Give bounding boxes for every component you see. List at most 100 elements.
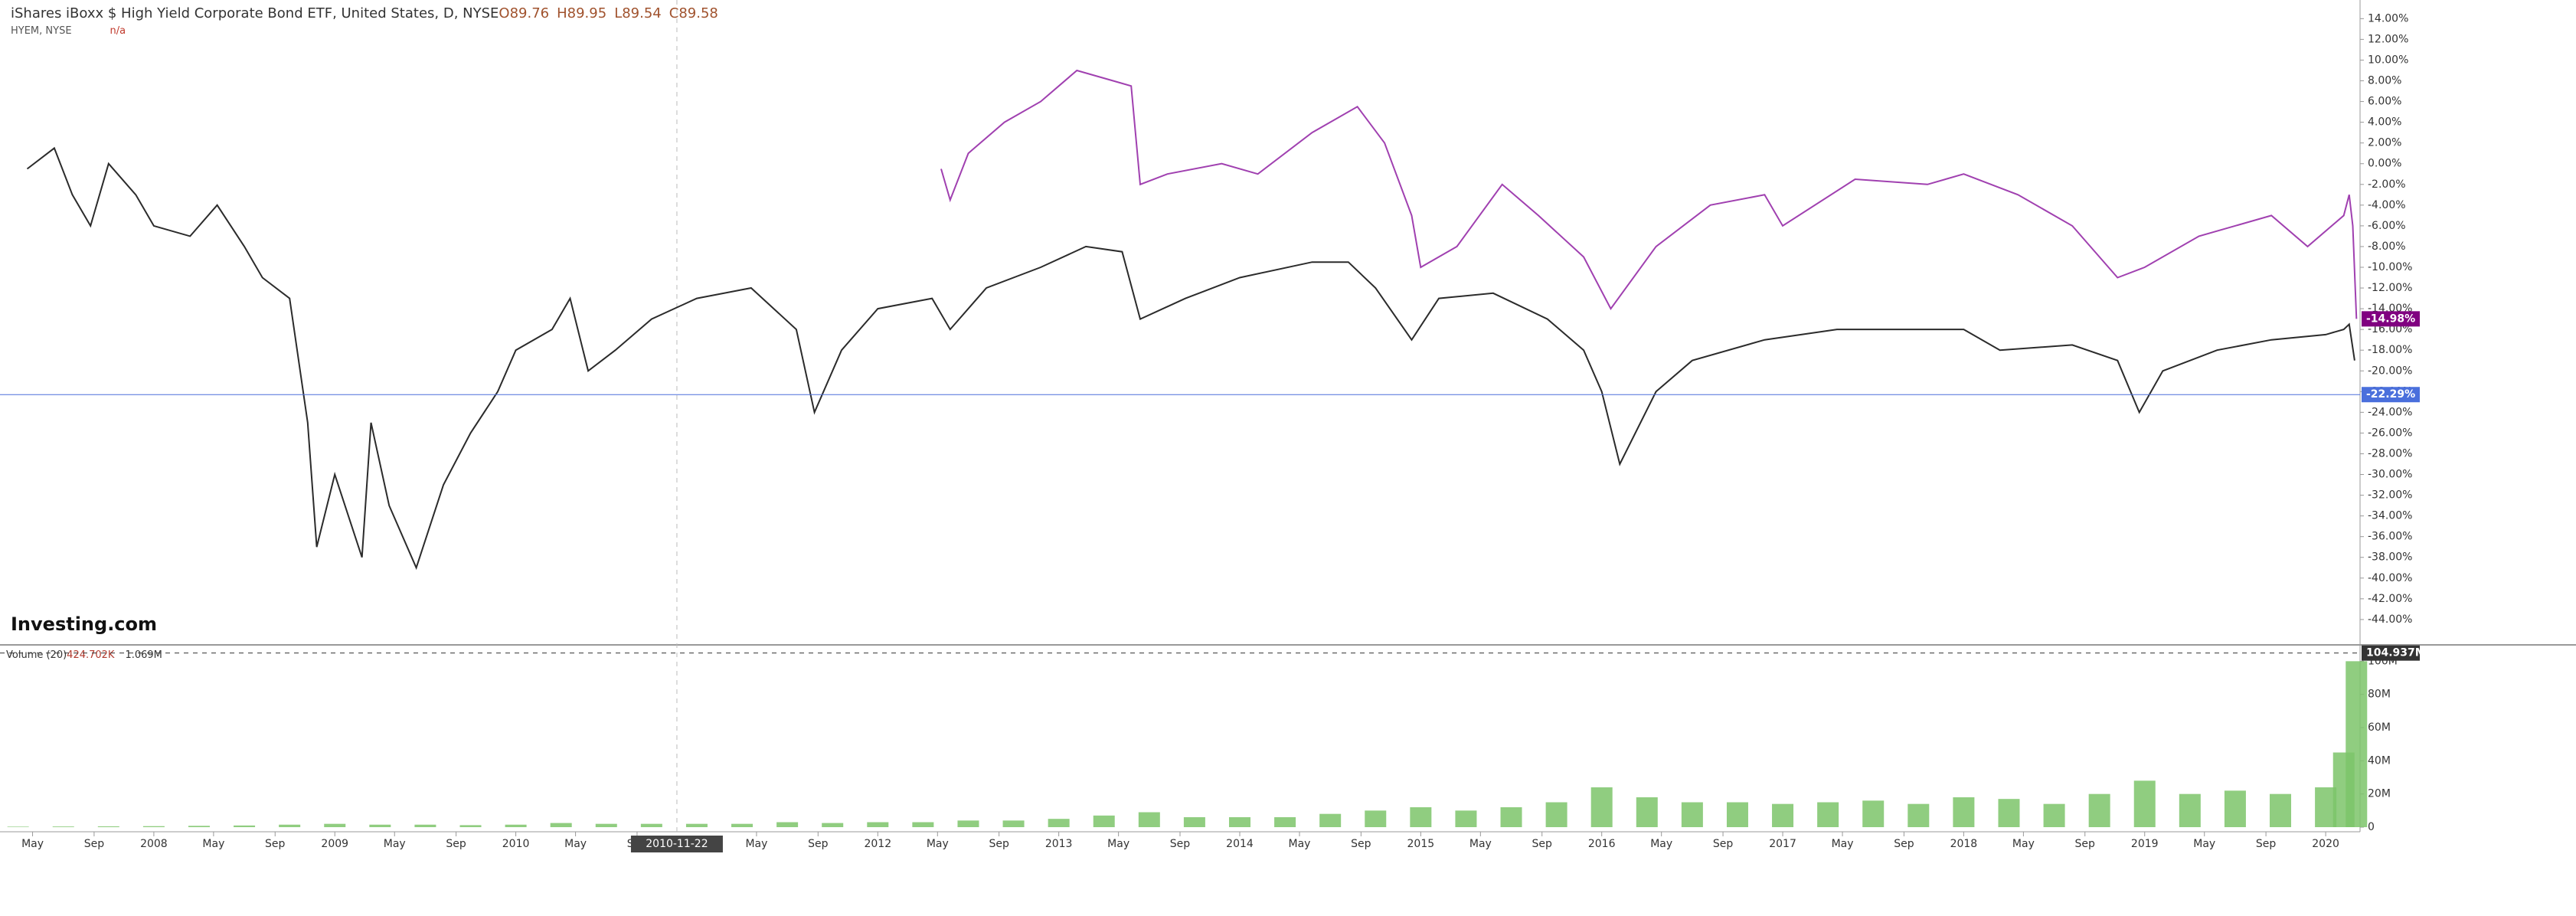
volume-bar [1138,812,1160,827]
volume-bar [2179,793,2201,827]
y-tick-label: -8.00% [2368,240,2406,253]
volume-bar [731,823,754,827]
x-tick-label: Sep [989,838,1009,850]
x-tick-label: Sep [1532,838,1553,850]
x-tick-label: May [202,838,224,850]
marker-label: -14.98% [2366,312,2415,325]
x-tick-label: 2017 [1769,838,1796,850]
volume-bar [1726,802,1748,827]
x-tick-label: Sep [2256,838,2277,850]
ohlc-value: C89.58 [669,5,718,21]
marker-badge [2362,311,2420,327]
volume-bar [1636,797,1658,827]
y-tick-label: 60M [2368,721,2391,734]
x-tick-label: 2018 [1950,838,1978,850]
x-tick-label: 2009 [321,838,348,850]
volume-bar [1907,803,1930,827]
y-tick-label: 6.00% [2368,96,2401,108]
y-tick-label: -20.00% [2368,365,2412,377]
volume-bar [459,825,482,827]
volume-bar [1545,802,1568,827]
volume-bar [1772,803,1794,827]
volume-bar [867,822,889,827]
x-tick-label: May [1650,838,1672,850]
y-tick-label: -4.00% [2368,199,2406,211]
volume-bar [957,820,979,827]
x-tick-label: May [384,838,406,850]
volume-bar [414,824,436,827]
x-tick-label: Sep [446,838,466,850]
y-tick-label: 40M [2368,754,2391,767]
y-tick-label: -34.00% [2368,510,2412,522]
x-tick-label: Sep [84,838,105,850]
volume-title: Volume (20) [6,649,67,661]
y-tick-label: -12.00% [2368,282,2412,294]
y-tick-label: 20M [2368,788,2391,800]
crosshair-label: 2010-11-22 [646,838,708,850]
legend-name: HYEM, NYSE [11,25,72,37]
y-tick-label: -40.00% [2368,572,2412,584]
x-tick-label: Sep [1713,838,1734,850]
x-tick-label: 2015 [1407,838,1435,850]
volume-bar [640,823,662,827]
marker-label: -22.29% [2366,388,2415,401]
volume-bar [1319,813,1342,827]
volume-bar [1274,817,1296,827]
volume-header: Volume (20)424.702K 1.069M [6,649,162,661]
ohlc-value: L89.54 [614,5,662,21]
series-line [26,146,2355,571]
x-tick-label: May [1469,838,1492,850]
y-tick-label: 80M [2368,689,2391,701]
y-tick-label: -24.00% [2368,406,2412,418]
x-tick-label: Sep [1894,838,1914,850]
volume-bar [188,826,210,827]
volume-bar [2088,793,2110,827]
ohlc-value: O89.76 [499,5,549,21]
x-tick-label: May [2012,838,2035,850]
volume-bar [2133,780,2156,827]
marker-badge [2362,387,2420,403]
series-line [940,69,2358,319]
y-tick-label: -44.00% [2368,613,2412,626]
x-tick-label: 2013 [1045,838,1073,850]
volume-bar [1590,787,1613,827]
volume-readout: 1.069M [125,649,162,661]
legend-status: n/a [110,25,126,37]
legend-entry: HYEM, NYSE n/a [11,25,126,37]
x-tick-label: May [1107,838,1129,850]
x-tick-label: 2014 [1226,838,1254,850]
volume-bar [1862,800,1885,827]
volume-bar [1365,810,1387,827]
volume-bar [1500,807,1522,827]
x-tick-label: Sep [2075,838,2096,850]
volume-bar [505,824,527,827]
ohlc-value: H89.95 [557,5,606,21]
volume-bar [2270,793,2292,827]
volume-bar [2346,661,2368,827]
chart-title: iShares iBoxx $ High Yield Corporate Bon… [11,5,499,21]
volume-bar [1998,799,2020,827]
y-tick-label: 2.00% [2368,137,2401,149]
x-tick-label: May [1832,838,1854,850]
x-tick-label: May [564,838,587,850]
volume-bar [685,823,708,827]
volume-bar [324,823,346,827]
y-tick-label: 4.00% [2368,116,2401,129]
y-tick-label: -28.00% [2368,447,2412,460]
y-tick-label: 12.00% [2368,33,2408,45]
volume-bar [142,826,165,827]
volume-bar [234,825,256,827]
y-tick-label: 8.00% [2368,75,2401,87]
y-tick-label: -2.00% [2368,178,2406,191]
volume-bar [1048,819,1070,827]
volume-bar [52,826,74,827]
marker-label: 104.937M [2366,647,2426,659]
x-tick-label: May [745,838,767,850]
volume-bar [369,824,391,827]
volume-bar [912,822,934,827]
volume-readout: 424.702K [67,649,115,661]
volume-bar [97,826,119,827]
logo: Investing.com [11,613,157,635]
